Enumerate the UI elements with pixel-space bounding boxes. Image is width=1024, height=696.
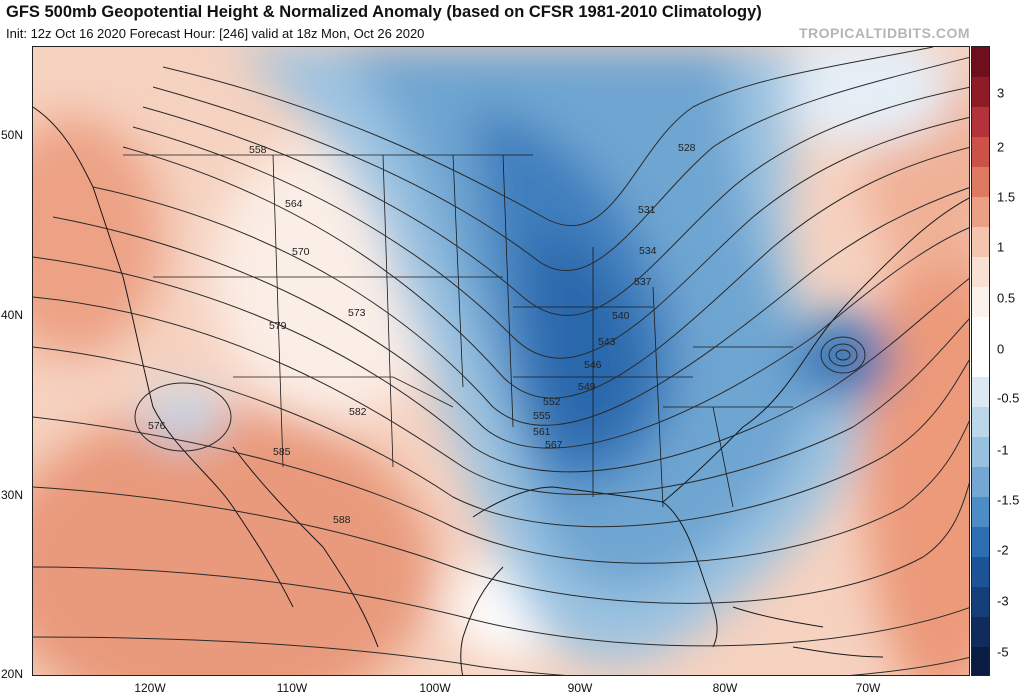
contour-label-579: 579	[269, 320, 287, 332]
contour-label-540: 540	[612, 310, 630, 322]
lon-label-100w: 100W	[419, 681, 451, 695]
contour-label-588: 588	[333, 514, 351, 526]
colorbar-segment	[972, 257, 989, 288]
lat-label-40n: 40N	[1, 308, 24, 322]
colorbar-segment	[972, 587, 989, 618]
colorbar-label: 1	[997, 239, 1005, 255]
colorbar-label: -3	[997, 593, 1009, 609]
colorbar-segment	[972, 317, 989, 348]
colorbar-segment	[972, 347, 989, 378]
colorbar-segment	[972, 77, 989, 108]
colorbar-segment	[972, 287, 989, 318]
map-panel: 528 531 534 537 540 543 546 549 552 555 …	[32, 46, 970, 676]
map-title: GFS 500mb Geopotential Height & Normaliz…	[6, 3, 762, 21]
lon-label-120w: 120W	[134, 681, 166, 695]
lon-label-70w: 70W	[855, 681, 881, 695]
colorbar-label: -0.5	[997, 390, 1020, 406]
lat-label-30n: 30N	[1, 488, 24, 502]
lon-label-90w: 90W	[567, 681, 593, 695]
contour-label-534: 534	[639, 245, 657, 257]
contour-label-585: 585	[273, 446, 291, 458]
anomaly-colorbar	[971, 46, 990, 676]
contour-label-582: 582	[349, 406, 367, 418]
contour-label-531: 531	[638, 204, 656, 216]
colorbar-label: 2	[997, 139, 1005, 155]
colorbar-segment	[972, 647, 989, 675]
lat-label-50n: 50N	[1, 128, 24, 142]
colorbar-label: -2	[997, 542, 1009, 558]
colorbar-label: -1	[997, 442, 1009, 458]
colorbar-segment	[972, 617, 989, 648]
contour-label-561: 561	[533, 426, 551, 438]
colorbar-segment	[972, 467, 989, 498]
map-subtitle: Init: 12z Oct 16 2020 Forecast Hour: [24…	[6, 26, 425, 41]
contour-label-543: 543	[598, 336, 616, 348]
colorbar-label: 1.5	[997, 189, 1016, 205]
contour-label-558: 558	[249, 144, 267, 156]
height-contours	[33, 47, 969, 675]
contour-label-537: 537	[634, 276, 652, 288]
contour-labels: 528 531 534 537 540 543 546 549 552 555 …	[148, 142, 696, 526]
colorbar-label: -5	[997, 644, 1009, 660]
contour-label-549: 549	[578, 381, 596, 393]
contour-label-564: 564	[285, 198, 303, 210]
anomaly-shading	[33, 47, 969, 675]
coastlines	[33, 106, 969, 675]
colorbar-segment	[972, 437, 989, 468]
colorbar-segment	[972, 47, 989, 78]
contour-label-546: 546	[584, 359, 602, 371]
colorbar-segment	[972, 407, 989, 438]
colorbar-segment	[972, 227, 989, 258]
colorbar-label: -1.5	[997, 492, 1020, 508]
colorbar-segment	[972, 107, 989, 138]
contour-label-567: 567	[545, 439, 563, 451]
colorbar-segment	[972, 497, 989, 528]
colorbar-label: 0.5	[997, 290, 1016, 306]
lat-label-20n: 20N	[1, 667, 24, 681]
state-borders	[123, 154, 793, 508]
contour-label-570: 570	[292, 246, 310, 258]
site-credit: TROPICALTIDBITS.COM	[798, 25, 970, 41]
colorbar-segment	[972, 137, 989, 168]
colorbar-segment	[972, 557, 989, 588]
contour-label-552: 552	[543, 396, 561, 408]
colorbar-segment	[972, 377, 989, 408]
lon-label-110w: 110W	[276, 681, 308, 695]
anomaly-map: 528 531 534 537 540 543 546 549 552 555 …	[33, 47, 969, 675]
lon-label-80w: 80W	[712, 681, 738, 695]
colorbar-segment	[972, 527, 989, 558]
contour-label-576: 576	[148, 420, 166, 432]
colorbar-segment	[972, 167, 989, 198]
colorbar-segment	[972, 197, 989, 228]
colorbar-label: 3	[997, 85, 1005, 101]
contour-label-555: 555	[533, 410, 551, 422]
colorbar-label: 0	[997, 341, 1005, 357]
contour-label-573: 573	[348, 307, 366, 319]
contour-label-528: 528	[678, 142, 696, 154]
